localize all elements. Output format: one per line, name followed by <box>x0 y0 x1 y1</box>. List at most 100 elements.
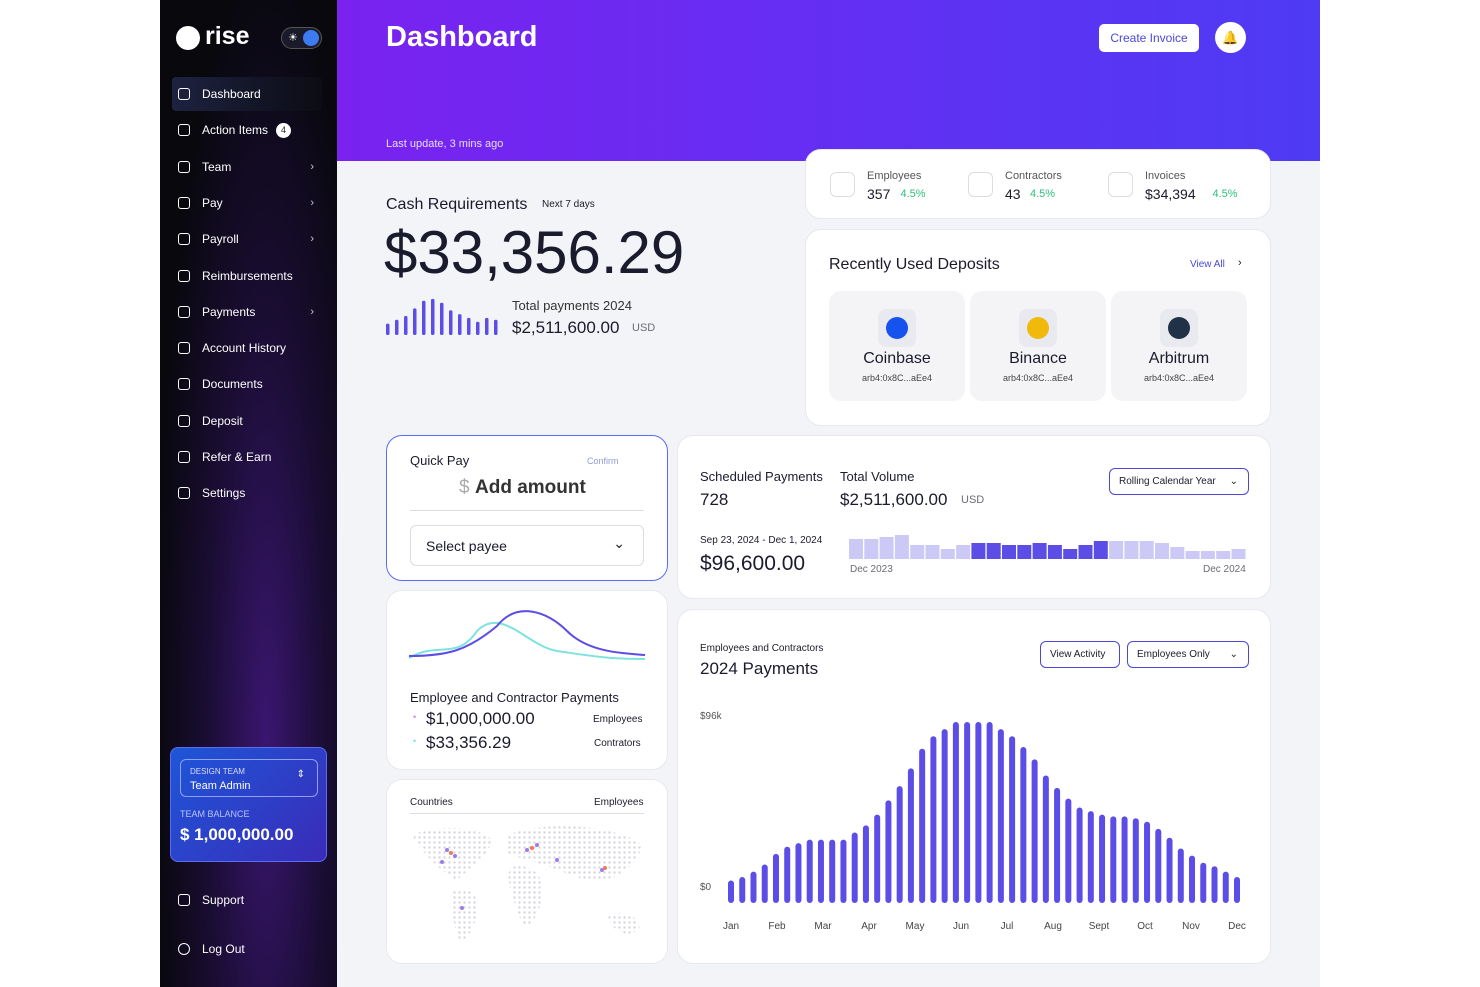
stats-card <box>805 149 1271 219</box>
stat-change: 4.5% <box>900 188 926 200</box>
nav-label: Pay <box>202 195 223 210</box>
nav-icon <box>178 124 190 137</box>
nav-item[interactable]: Refer & Earn <box>172 440 322 474</box>
range-amount: $96,600.00 <box>700 552 806 575</box>
view-all[interactable]: View All <box>1190 259 1225 270</box>
volume-bar <box>1139 541 1154 559</box>
theme-toggle[interactable]: ☀ <box>281 27 322 49</box>
spark-bar <box>395 319 399 335</box>
x-tick-label: Jun <box>953 921 969 932</box>
deposit-item[interactable]: Binance arb4:0x8C...aEe4 <box>970 291 1106 401</box>
bar <box>964 722 971 903</box>
volume-bar <box>1078 545 1093 559</box>
logo-icon <box>176 26 200 50</box>
nav-item[interactable]: Deposit <box>172 404 322 438</box>
stat-change: 4.5% <box>1030 188 1056 200</box>
nav-item[interactable]: Documents <box>172 367 322 401</box>
currency-symbol: $ <box>459 477 470 498</box>
bar <box>795 843 802 903</box>
bar <box>941 729 948 903</box>
bullet: • <box>413 712 417 722</box>
logout[interactable]: Log Out <box>172 932 322 966</box>
cash-title: Cash Requirements <box>386 196 528 213</box>
nav-item[interactable]: Dashboard <box>172 77 322 111</box>
range: Sep 23, 2024 - Dec 1, 2024 <box>700 535 823 546</box>
volume-bar <box>1200 551 1215 559</box>
quick-pay-title: Quick Pay <box>410 453 470 468</box>
payments-subtitle: Employees and Contractors <box>700 643 824 654</box>
support[interactable]: Support <box>172 883 322 917</box>
countries-title: Countries <box>410 797 453 808</box>
bar <box>1121 816 1128 903</box>
deposit-item[interactable]: Arbitrum arb4:0x8C...aEe4 <box>1111 291 1247 401</box>
period-dropdown[interactable]: Rolling Calendar Year ⌄ <box>1109 468 1249 495</box>
x-tick-label: Apr <box>861 921 877 932</box>
employees-amount: $1,000,000.00 <box>426 709 535 728</box>
spark-bar <box>386 323 390 335</box>
y-tick-label: $0 <box>700 882 712 893</box>
nav-item[interactable]: Payroll › <box>172 222 322 256</box>
volume-bar <box>894 535 909 559</box>
spark-bar <box>413 308 417 335</box>
chevron: › <box>310 196 314 209</box>
logout-label: Log Out <box>202 942 245 956</box>
volume-bar <box>986 543 1001 559</box>
payments-title: 2024 Payments <box>700 659 819 678</box>
bar <box>1065 798 1072 903</box>
bar <box>739 876 746 903</box>
nav-item[interactable]: Action Items 4 <box>172 113 322 147</box>
filter-dropdown[interactable]: Employees Only ⌄ <box>1127 641 1249 668</box>
bar <box>1222 871 1229 903</box>
view-activity[interactable]: View Activity <box>1040 641 1120 668</box>
nav-item[interactable]: Settings <box>172 476 322 510</box>
x-tick-label: Nov <box>1182 921 1200 932</box>
divider <box>410 510 644 511</box>
nav-item[interactable]: Account History <box>172 331 322 365</box>
volume-bar <box>971 543 986 559</box>
nav-item[interactable]: Pay › <box>172 186 322 220</box>
bar <box>952 722 959 903</box>
payee-select[interactable]: Select payee ⌄ <box>410 525 644 566</box>
dropdown-label: Rolling Calendar Year <box>1119 476 1216 487</box>
total: $2,511,600.00 <box>512 318 620 337</box>
team-select[interactable]: DESIGN TEAM Team Admin ⇕ <box>180 759 318 797</box>
notifications[interactable]: 🔔 <box>1215 22 1246 53</box>
scheduled-count: 728 <box>700 490 729 509</box>
x-tick-label: Dec <box>1228 921 1246 932</box>
contractors-amount: $33,356.29 <box>426 733 512 752</box>
stat-value: $34,394 <box>1145 186 1196 202</box>
nav-icon <box>178 378 190 391</box>
deposit-item[interactable]: Coinbase arb4:0x8C...aEe4 <box>829 291 965 401</box>
nav-item[interactable]: Payments › <box>172 295 322 329</box>
bar <box>1031 759 1038 903</box>
x-tick-label: Mar <box>814 921 832 932</box>
stat-icon <box>968 172 993 197</box>
nav-label: Deposit <box>202 413 243 428</box>
bullet: • <box>413 736 417 746</box>
confirm[interactable]: Confirm <box>587 456 619 466</box>
bar <box>851 832 858 903</box>
volume-bar <box>1063 549 1078 559</box>
spark-bar <box>476 321 480 335</box>
balance-label: TEAM BALANCE <box>180 809 250 819</box>
bar <box>1087 811 1094 903</box>
bar <box>806 839 813 903</box>
balance: $ 1,000,000.00 <box>180 825 294 844</box>
nav-item[interactable]: Team › <box>172 150 322 184</box>
x-tick-label: Sept <box>1089 921 1110 932</box>
bar <box>930 736 937 903</box>
nav-icon <box>178 269 190 282</box>
nav-item[interactable]: Reimbursements <box>172 259 322 293</box>
bar <box>1166 837 1173 903</box>
volume-bar <box>1109 541 1124 559</box>
bar <box>885 800 892 903</box>
bar <box>817 839 824 903</box>
cash-amount: $33,356.29 <box>384 219 685 286</box>
ec-title: Employee and Contractor Payments <box>410 690 619 705</box>
ec-card: Employee and Contractor Payments • $1,00… <box>386 590 668 770</box>
amount-input[interactable]: Add amount <box>475 477 586 498</box>
scheduled-card: Scheduled Payments 728 Total Volume $2,5… <box>677 435 1271 599</box>
create-invoice[interactable]: Create Invoice <box>1099 24 1199 52</box>
volume-bar <box>1216 551 1231 559</box>
volume-bar <box>1017 545 1032 559</box>
